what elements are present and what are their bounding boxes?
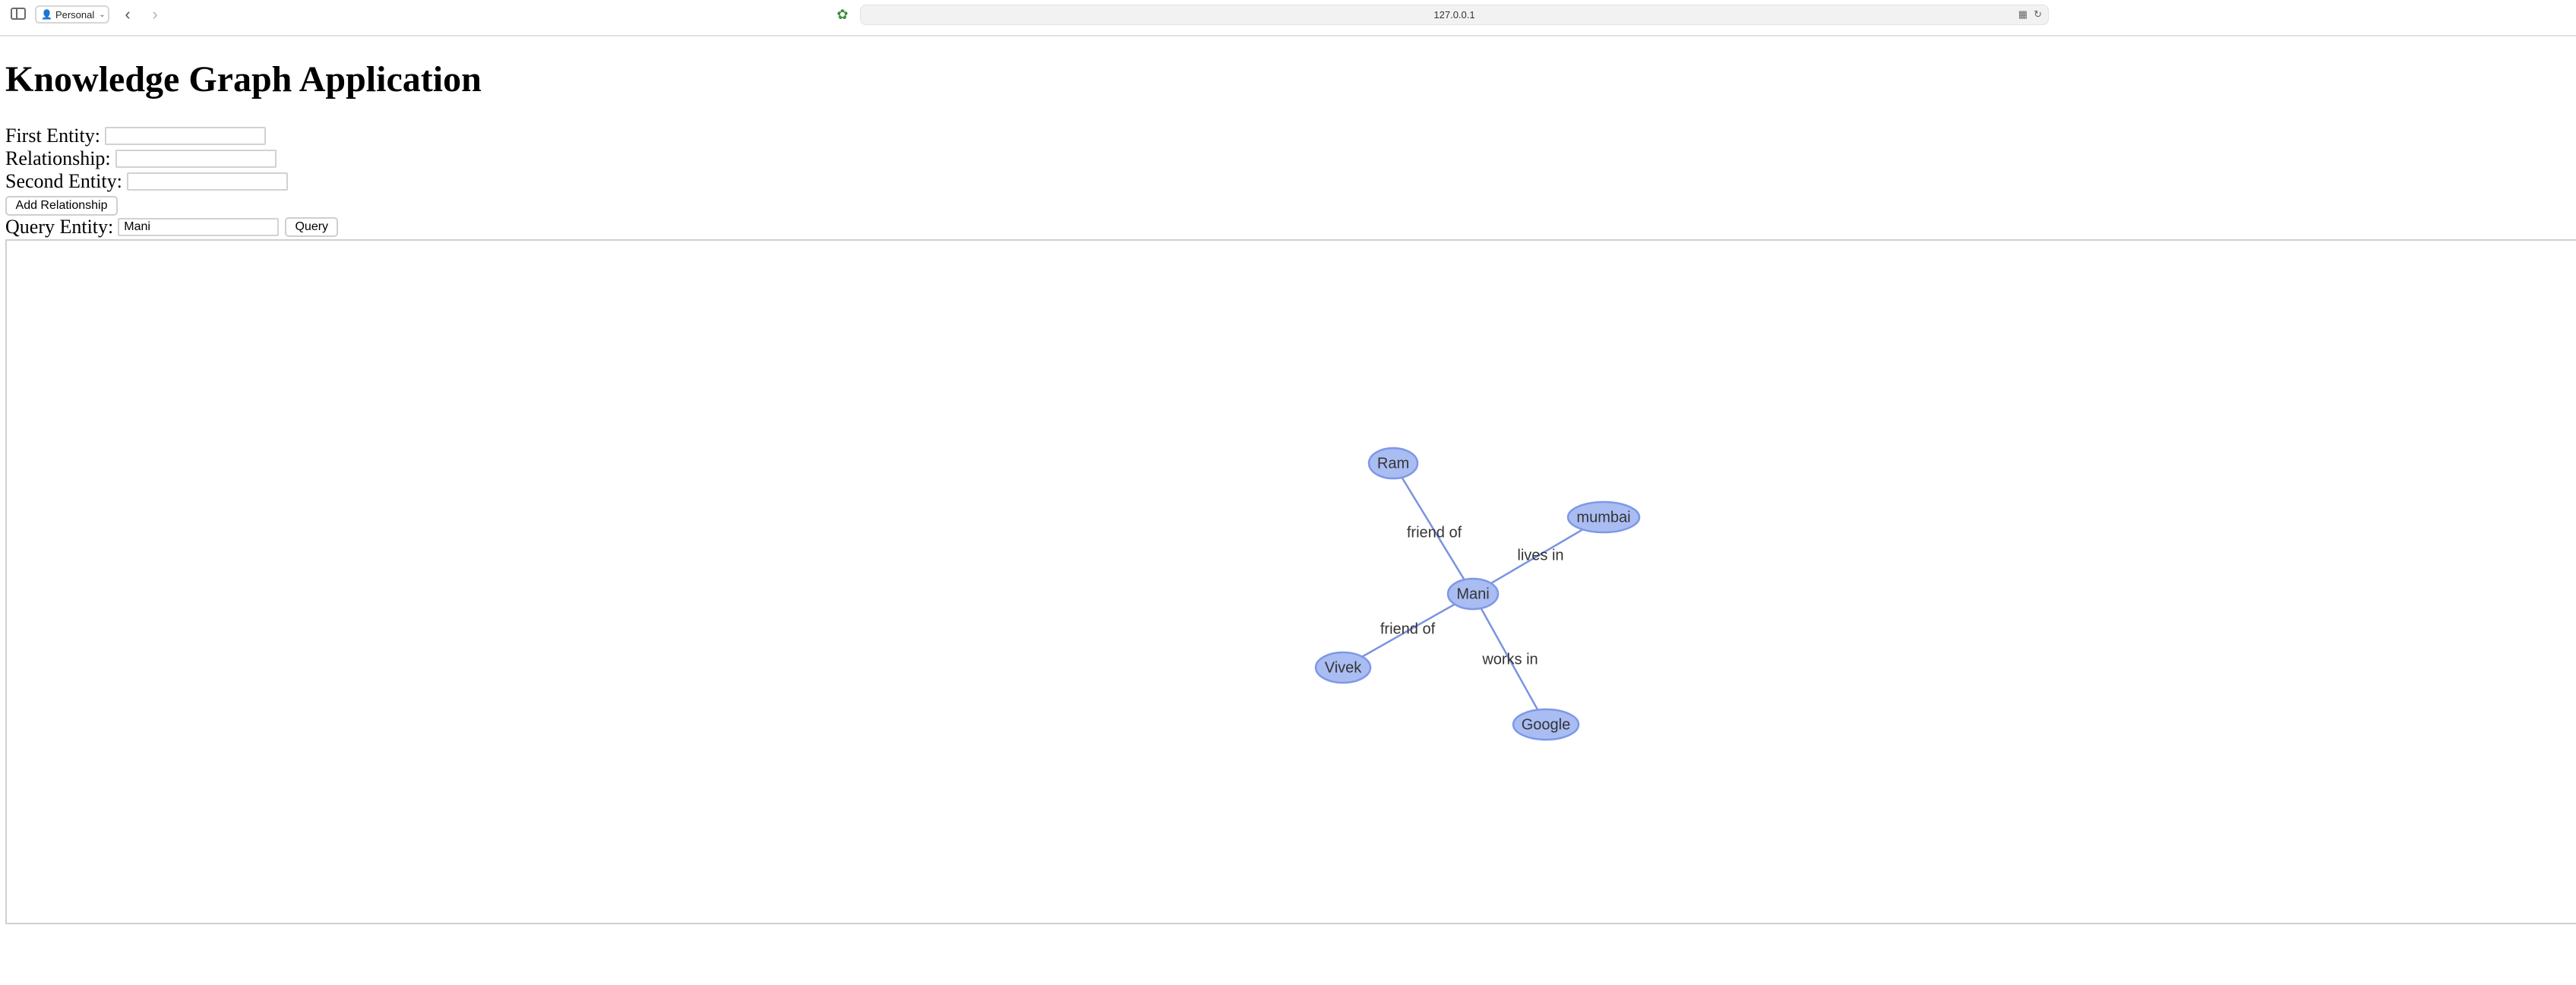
graph-canvas[interactable]: friend of lives in friend of works in Ram mum… — [5, 239, 2576, 924]
second-entity-row: Second Entity: — [5, 170, 288, 193]
second-entity-label: Second Entity: — [5, 170, 122, 192]
add-relationship-button[interactable]: Add Relationship — [5, 196, 118, 216]
sidebar-toggle-icon[interactable] — [11, 8, 26, 20]
relationship-label: Relationship: — [5, 147, 111, 169]
graph-svg[interactable]: friend of lives in friend of works in Ram mum… — [7, 241, 2576, 923]
profile-label: Personal — [55, 8, 95, 21]
browser-toolbar: 👤 Personal ⌄ ‹ › ✿ 127.0.0.1 ▦ ↻ — [0, 0, 2576, 36]
person-icon: 👤 — [41, 9, 52, 20]
page-title: Knowledge Graph Application — [5, 59, 482, 99]
chevron-down-icon: ⌄ — [99, 10, 106, 19]
first-entity-label: First Entity: — [5, 125, 100, 147]
node-label-mumbai: mumbai — [1576, 509, 1630, 526]
profile-button[interactable]: 👤 Personal ⌄ — [35, 5, 109, 24]
query-row: Query Entity: Query — [5, 216, 339, 238]
reload-icon[interactable]: ↻ — [2034, 8, 2042, 20]
first-entity-input[interactable] — [104, 127, 266, 145]
relationship-input[interactable] — [115, 150, 277, 168]
second-entity-input[interactable] — [126, 172, 288, 191]
query-button[interactable]: Query — [285, 217, 339, 237]
url-text: 127.0.0.1 — [1433, 9, 1475, 21]
query-entity-input[interactable] — [118, 218, 280, 236]
query-entity-label: Query Entity: — [5, 216, 114, 238]
node-label-ram: Ram — [1377, 455, 1409, 472]
node-label-vivek: Vivek — [1325, 659, 1363, 676]
relationship-row: Relationship: — [5, 147, 277, 170]
edge-label-mani-mumbai: lives in — [1517, 547, 1563, 564]
graph-edge-mani-google[interactable] — [1471, 593, 1547, 725]
edge-label-mani-ram: friend of — [1407, 524, 1462, 541]
edge-label-mani-vivek: friend of — [1380, 620, 1436, 637]
node-label-google: Google — [1522, 716, 1571, 733]
edge-label-mani-google: works in — [1481, 651, 1538, 668]
back-arrow-icon[interactable]: ‹ — [125, 5, 131, 24]
first-entity-row: First Entity: — [5, 125, 266, 147]
forward-arrow-icon[interactable]: › — [152, 5, 158, 24]
extension-icon[interactable]: ✿ — [836, 7, 849, 22]
node-label-mani: Mani — [1456, 586, 1489, 602]
translate-icon[interactable]: ▦ — [2018, 8, 2028, 20]
graph-node-mani[interactable] — [1446, 577, 1500, 611]
graph-node-ram[interactable] — [1367, 447, 1419, 480]
graph-edge-mani-vivek[interactable] — [1342, 592, 1474, 669]
graph-edge-mani-ram[interactable] — [1392, 463, 1474, 595]
graph-node-mumbai[interactable] — [1566, 500, 1641, 534]
graph-node-vivek[interactable] — [1314, 651, 1372, 684]
graph-node-google[interactable] — [1512, 708, 1580, 741]
address-bar[interactable]: 127.0.0.1 ▦ ↻ — [860, 5, 2049, 25]
